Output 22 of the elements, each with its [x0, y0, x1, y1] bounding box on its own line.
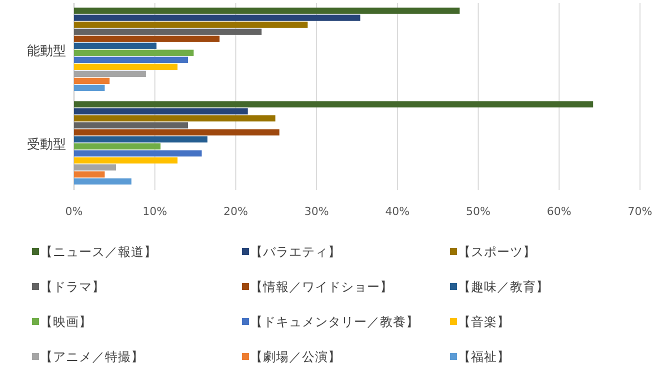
legend-item: 【ドキュメンタリー／教養】: [242, 314, 419, 329]
x-tick-label: 10%: [142, 205, 168, 218]
legend-item: 【音楽】: [450, 314, 510, 329]
legend-item: 【アニメ／特撮】: [32, 349, 144, 364]
legend-item: 【ドラマ】: [32, 279, 105, 294]
legend-item: 【趣味／教育】: [450, 279, 549, 294]
x-tick-label: 60%: [546, 205, 572, 218]
x-tick-label: 50%: [466, 205, 491, 218]
legend-item: 【劇場／公演】: [242, 349, 341, 364]
legend-item: 【バラエティ】: [242, 244, 341, 259]
x-tick-label: 70%: [628, 205, 652, 218]
legend-item: 【ニュース／報道】: [32, 244, 157, 259]
x-tick-label: 30%: [304, 205, 329, 218]
legend-item: 【映画】: [32, 314, 92, 329]
x-tick-label: 20%: [223, 205, 248, 218]
x-tick-label: 0%: [65, 205, 83, 218]
y-tick-label: 受動型: [27, 137, 66, 152]
x-tick-label: 40%: [385, 205, 410, 218]
legend-item: 【スポーツ】: [450, 244, 536, 259]
legend-item: 【情報／ワイドショー】: [242, 279, 393, 294]
legend-item: 【福祉】: [450, 349, 510, 364]
y-tick-label: 能動型: [27, 44, 66, 59]
